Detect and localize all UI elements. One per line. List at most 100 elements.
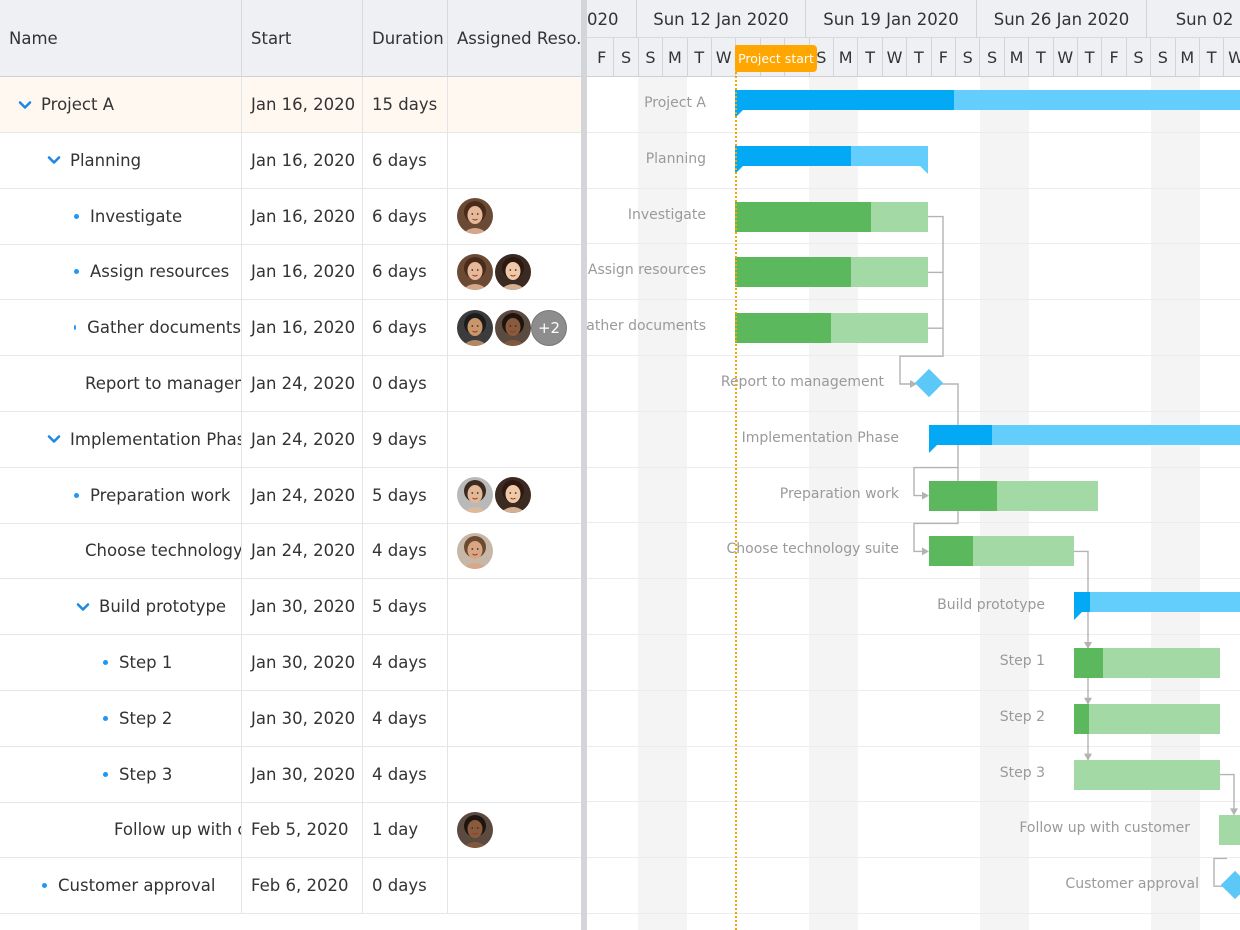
- task-start-cell[interactable]: Jan 16, 2020: [242, 77, 363, 132]
- task-duration-cell[interactable]: 0 days: [363, 356, 448, 411]
- task-start-cell[interactable]: Jan 30, 2020: [242, 746, 363, 802]
- task-bar[interactable]: [1219, 815, 1240, 846]
- summary-task-bar[interactable]: [929, 424, 1240, 453]
- task-name-cell[interactable]: Build prototype: [0, 579, 242, 635]
- more-resources-badge[interactable]: +2: [531, 309, 567, 346]
- task-resources-cell[interactable]: [448, 691, 581, 746]
- task-resources-cell[interactable]: [448, 635, 581, 690]
- table-row[interactable]: Project A Jan 16, 2020 15 days: [0, 77, 581, 133]
- table-row[interactable]: Preparation work Jan 24, 2020 5 days: [0, 467, 581, 524]
- task-duration-cell[interactable]: 6 days: [363, 300, 448, 356]
- table-row[interactable]: Assign resources Jan 16, 2020 6 days: [0, 244, 581, 301]
- task-duration-cell[interactable]: 9 days: [363, 411, 448, 467]
- chevron-down-icon[interactable]: [75, 599, 99, 615]
- summary-task-bar[interactable]: [1074, 592, 1240, 621]
- task-start-cell[interactable]: Feb 5, 2020: [242, 802, 363, 858]
- task-name-cell[interactable]: Investigate: [0, 188, 242, 244]
- task-duration-cell[interactable]: 4 days: [363, 746, 448, 802]
- man2-avatar[interactable]: [457, 477, 493, 514]
- task-name-cell[interactable]: Step 1: [0, 635, 242, 690]
- task-name-cell[interactable]: Project A: [0, 77, 242, 132]
- task-duration-cell[interactable]: 6 days: [363, 132, 448, 188]
- task-bar[interactable]: [929, 480, 1098, 511]
- chevron-down-icon[interactable]: [46, 152, 70, 168]
- task-bar[interactable]: [1074, 759, 1220, 790]
- task-duration-cell[interactable]: 4 days: [363, 523, 448, 579]
- table-row[interactable]: Planning Jan 16, 2020 6 days: [0, 132, 581, 189]
- task-start-cell[interactable]: Feb 6, 2020: [242, 858, 363, 914]
- task-bar[interactable]: [1074, 648, 1220, 678]
- column-header-start[interactable]: Start: [242, 0, 363, 77]
- task-resources-cell[interactable]: [448, 747, 581, 802]
- table-row[interactable]: Implementation Phase Jan 24, 2020 9 days: [0, 411, 581, 468]
- woman2-avatar[interactable]: [495, 477, 531, 514]
- task-start-cell[interactable]: Jan 30, 2020: [242, 690, 363, 746]
- task-resources-cell[interactable]: +2: [448, 300, 581, 355]
- table-row[interactable]: Step 2 Jan 30, 2020 4 days: [0, 690, 581, 747]
- man3-avatar[interactable]: [457, 532, 493, 569]
- task-resources-cell[interactable]: [448, 77, 581, 132]
- task-resources-cell[interactable]: [448, 523, 581, 578]
- column-header-duration[interactable]: Duration: [363, 0, 448, 77]
- task-start-cell[interactable]: Jan 16, 2020: [242, 188, 363, 244]
- task-start-cell[interactable]: Jan 30, 2020: [242, 579, 363, 635]
- task-bar[interactable]: [735, 313, 928, 344]
- task-bar[interactable]: [735, 201, 928, 232]
- task-name-cell[interactable]: Assign resources: [0, 244, 242, 300]
- task-start-cell[interactable]: Jan 24, 2020: [242, 467, 363, 523]
- task-duration-cell[interactable]: 15 days: [363, 77, 448, 132]
- task-bar[interactable]: [1074, 703, 1220, 734]
- task-name-cell[interactable]: Step 3: [0, 746, 242, 802]
- task-duration-cell[interactable]: 4 days: [363, 690, 448, 746]
- woman-avatar[interactable]: [457, 253, 493, 290]
- task-name-cell[interactable]: Planning: [0, 132, 242, 188]
- task-resources-cell[interactable]: [448, 579, 581, 634]
- table-row[interactable]: Step 3 Jan 30, 2020 4 days: [0, 746, 581, 803]
- task-name-cell[interactable]: Preparation work: [0, 467, 242, 523]
- man-avatar[interactable]: [457, 309, 493, 346]
- table-row[interactable]: Build prototype Jan 30, 2020 5 days: [0, 579, 581, 636]
- task-start-cell[interactable]: Jan 24, 2020: [242, 411, 363, 467]
- task-duration-cell[interactable]: 1 day: [363, 802, 448, 858]
- task-name-cell[interactable]: Gather documents: [0, 300, 242, 356]
- task-start-cell[interactable]: Jan 16, 2020: [242, 300, 363, 356]
- task-resources-cell[interactable]: [448, 468, 581, 523]
- task-duration-cell[interactable]: 5 days: [363, 467, 448, 523]
- column-header-name[interactable]: Name: [0, 0, 242, 77]
- chevron-down-icon[interactable]: [17, 97, 41, 113]
- task-duration-cell[interactable]: 4 days: [363, 635, 448, 690]
- task-resources-cell[interactable]: [448, 133, 581, 188]
- table-row[interactable]: Gather documents Jan 16, 2020 6 days +2: [0, 300, 581, 357]
- task-bar[interactable]: [735, 257, 928, 288]
- woman3-avatar[interactable]: [495, 309, 531, 346]
- task-start-cell[interactable]: Jan 24, 2020: [242, 523, 363, 579]
- column-header-resources[interactable]: Assigned Reso...: [457, 29, 581, 48]
- task-start-cell[interactable]: Jan 16, 2020: [242, 132, 363, 188]
- task-resources-cell[interactable]: [448, 802, 581, 857]
- task-name-cell[interactable]: Report to management: [0, 356, 242, 411]
- task-resources-cell[interactable]: [448, 858, 581, 913]
- task-name-cell[interactable]: Customer approval: [0, 858, 242, 914]
- task-duration-cell[interactable]: 6 days: [363, 188, 448, 244]
- task-duration-cell[interactable]: 6 days: [363, 244, 448, 300]
- task-resources-cell[interactable]: [448, 412, 581, 467]
- task-name-cell[interactable]: Follow up with customer: [0, 802, 242, 858]
- table-row[interactable]: Step 1 Jan 30, 2020 4 days: [0, 635, 581, 691]
- task-start-cell[interactable]: Jan 24, 2020: [242, 356, 363, 411]
- task-bar[interactable]: [929, 536, 1074, 567]
- task-resources-cell[interactable]: [448, 189, 581, 244]
- woman3-avatar[interactable]: [457, 811, 493, 848]
- splitter[interactable]: [581, 0, 587, 930]
- task-duration-cell[interactable]: 0 days: [363, 858, 448, 914]
- table-row[interactable]: Investigate Jan 16, 2020 6 days: [0, 188, 581, 245]
- task-resources-cell[interactable]: [448, 244, 581, 299]
- task-start-cell[interactable]: Jan 16, 2020: [242, 244, 363, 300]
- woman-avatar[interactable]: [457, 198, 493, 235]
- project-start-marker[interactable]: Project start: [735, 45, 817, 72]
- summary-task-bar[interactable]: [735, 90, 1240, 118]
- task-duration-cell[interactable]: 5 days: [363, 579, 448, 635]
- task-name-cell[interactable]: Step 2: [0, 690, 242, 746]
